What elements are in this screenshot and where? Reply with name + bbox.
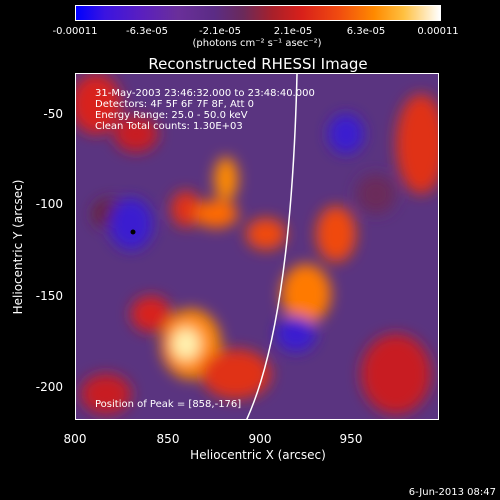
image-title: Reconstructed RHESSI Image (148, 55, 368, 73)
y-tick-label: -150 (35, 289, 63, 303)
colorbar-tick: 6.3e-05 (346, 26, 386, 37)
heatmap-blobs (76, 74, 438, 414)
x-tick-label: 950 (339, 432, 363, 446)
colorbar-units: (photons cm⁻² s⁻¹ asec⁻²) (192, 38, 322, 49)
peak-position-label: Position of Peak = [858,-176] (95, 399, 242, 410)
solar-limb-line (246, 74, 298, 419)
info-line-detectors: Detectors: 4F 5F 6F 7F 8F, Att 0 (95, 99, 255, 110)
x-tick-label: 850 (156, 432, 180, 446)
y-axis-label: Heliocentric Y (arcsec) (11, 179, 25, 315)
y-tick-label: -100 (35, 197, 63, 211)
x-tick-label: 800 (63, 432, 87, 446)
y-tick-label: -200 (35, 380, 63, 394)
info-line-time: 31-May-2003 23:46:32.000 to 23:48:40.000 (95, 88, 315, 99)
colorbar-tick: -2.1e-05 (199, 26, 241, 37)
colorbar-tick: 2.1e-05 (273, 26, 313, 37)
date-stamp: 6-Jun-2013 08:47 (408, 487, 496, 498)
colorbar-tick: 0.00011 (417, 26, 459, 37)
colorbar (75, 5, 441, 21)
info-line-energy: Energy Range: 25.0 - 50.0 keV (95, 110, 248, 121)
image-plot (75, 73, 439, 420)
x-tick-label: 900 (248, 432, 272, 446)
colorbar-tick: -0.00011 (52, 26, 98, 37)
peak-marker (130, 229, 136, 235)
x-axis-label: Heliocentric X (arcsec) (190, 448, 326, 462)
colorbar-tick: -6.3e-05 (126, 26, 168, 37)
info-line-counts: Clean Total counts: 1.30E+03 (95, 121, 243, 132)
y-tick-label: -50 (43, 107, 63, 121)
heatmap-image (76, 74, 438, 419)
